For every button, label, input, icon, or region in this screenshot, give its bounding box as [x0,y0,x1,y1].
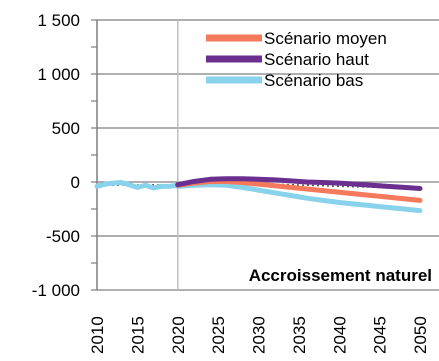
y-tick-label-0: 1 500 [37,11,80,30]
x-tick-label-2035: 2035 [290,316,309,354]
x-tick-label-2025: 2025 [209,316,228,354]
y-tick-label-4: -500 [46,227,80,246]
series-line-3 [94,180,181,191]
legend-label-2: Scénario bas [264,71,363,90]
legend: Scénario moyen Scénario haut Scénario bas [206,29,387,90]
series-layer [94,176,423,214]
x-tick-label-2030: 2030 [250,316,269,354]
series-line-1 [175,176,423,191]
x-tick-label-2045: 2045 [371,316,390,354]
legend-label-0: Scénario moyen [264,29,387,48]
y-tick-label-2: 500 [52,119,80,138]
x-tick-label-2010: 2010 [88,316,107,354]
x-tick-label-2015: 2015 [128,316,147,354]
x-tick-label-2040: 2040 [330,316,349,354]
tick-labels: 1 500 1 000 500 0 -500 -1 000 2010 2015 2020 2025… [32,11,430,354]
axes-layer [91,19,98,291]
grid-layer [97,19,439,291]
x-tick-label-2020: 2020 [169,316,188,354]
series-line-2 [175,182,423,214]
chart-annotation: Accroissement naturel [249,266,432,285]
y-tick-label-5: -1 000 [32,281,80,300]
y-tick-label-1: 1 000 [37,65,80,84]
x-tick-label-2050: 2050 [411,316,430,354]
legend-label-1: Scénario haut [264,50,369,69]
y-tick-label-3: 0 [71,173,80,192]
